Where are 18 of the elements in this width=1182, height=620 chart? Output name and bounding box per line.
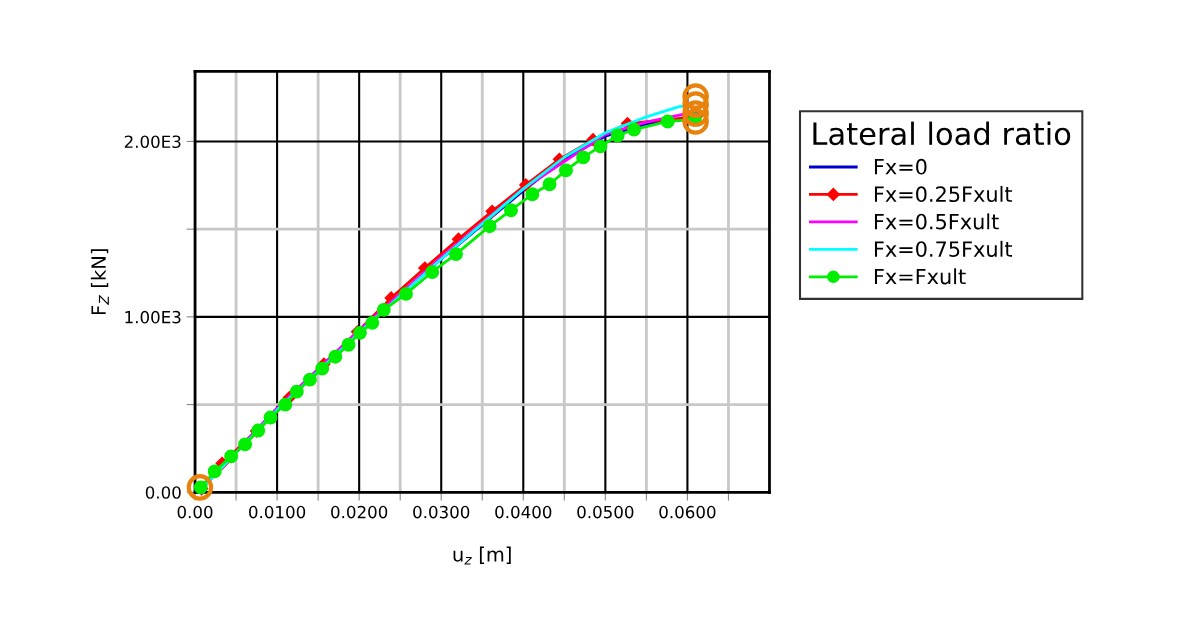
y-tick-label: 0.00 <box>145 486 181 499</box>
x-tick-label: 0.00 <box>177 505 213 519</box>
y-tick-label: 1.00E3 <box>125 310 181 324</box>
x-tick-label: 0.0100 <box>249 505 306 519</box>
legend-label: Fx=0.75Fxult <box>874 240 1013 257</box>
x-tick-label: 0.0400 <box>495 505 552 519</box>
legend-label: Fx=Fxult <box>874 268 966 285</box>
legend-title: Lateral load ratio <box>813 121 1071 146</box>
y-axis-title: F$_{Z}$ [kN] <box>90 249 109 315</box>
x-tick-label: 0.0600 <box>659 505 716 519</box>
legend-label: Fx=0 <box>874 158 927 175</box>
x-tick-label: 0.0300 <box>413 505 470 519</box>
legend-label: Fx=0.5Fxult <box>874 213 999 230</box>
x-tick-label: 0.0500 <box>577 505 634 519</box>
x-tick-label: 0.0200 <box>331 505 388 519</box>
x-axis-title: u$_{z}$ [m] <box>453 546 511 565</box>
legend-label: Fx=0.25Fxult <box>874 185 1013 203</box>
y-tick-label: 2.00E3 <box>124 135 181 149</box>
